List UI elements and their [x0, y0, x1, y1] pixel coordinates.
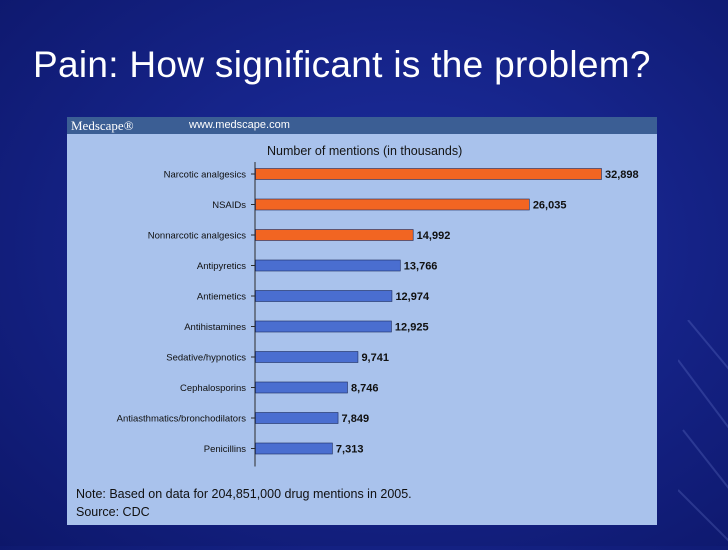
- bar: [255, 259, 401, 272]
- chart-note: Note: Based on data for 204,851,000 drug…: [76, 487, 412, 501]
- corner-decoration: [678, 320, 728, 542]
- value-label: 7,849: [342, 413, 370, 425]
- category-label: Antipyretics: [197, 261, 246, 272]
- chart-source: Source: CDC: [76, 505, 150, 519]
- bar: [255, 229, 414, 241]
- bar: [255, 351, 359, 363]
- brand-url: www.medscape.com: [189, 119, 290, 131]
- category-label: NSAIDs: [212, 200, 246, 211]
- category-label: Sedative/hypnotics: [166, 353, 246, 364]
- slide-title: Pain: How significant is the problem?: [33, 44, 651, 85]
- value-label: 14,992: [417, 230, 451, 242]
- category-label: Antiemetics: [197, 292, 246, 303]
- category-label: Antihistamines: [184, 322, 246, 333]
- bar: [255, 168, 602, 180]
- bar: [255, 320, 392, 333]
- value-label: 12,974: [395, 291, 430, 303]
- bar: [255, 198, 530, 211]
- chart-figure: Medscape® www.medscape.com Number of men…: [67, 117, 657, 525]
- medscape-logo: Medscape®: [71, 118, 134, 133]
- value-label: 12,925: [395, 322, 429, 334]
- value-label: 26,035: [533, 200, 567, 212]
- bar: [255, 412, 339, 424]
- brand-bar: Medscape® www.medscape.com: [67, 117, 657, 134]
- category-label: Penicillins: [204, 444, 246, 455]
- value-label: 7,313: [336, 444, 364, 456]
- category-label: Cephalosporins: [180, 383, 246, 394]
- bar: [255, 442, 333, 455]
- bar: [255, 290, 393, 302]
- value-label: 8,746: [351, 383, 379, 395]
- value-label: 32,898: [605, 169, 639, 181]
- category-label: Narcotic analgesics: [164, 170, 247, 181]
- bar: [255, 381, 348, 394]
- bar-chart: Narcotic analgesics 32,898 NSAIDs 26,035 Non…: [117, 162, 639, 467]
- value-label: 9,741: [361, 352, 389, 364]
- category-label: Nonnarcotic analgesics: [148, 231, 246, 242]
- value-label: 13,766: [404, 261, 438, 273]
- category-label: Antiasthmatics/bronchodilators: [117, 414, 247, 425]
- chart-title: Number of mentions (in thousands): [267, 144, 463, 158]
